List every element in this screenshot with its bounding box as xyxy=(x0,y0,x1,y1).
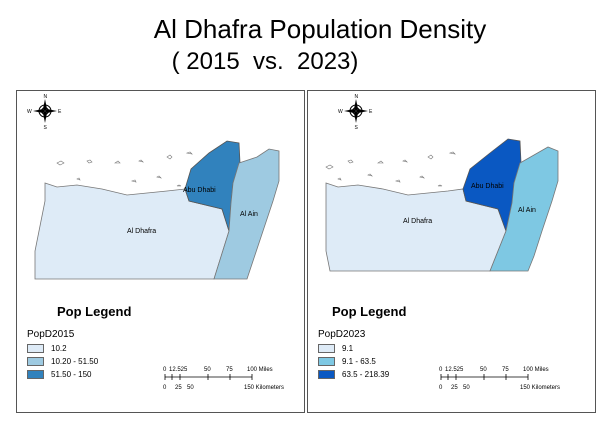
svg-text:0: 0 xyxy=(439,385,443,391)
region-label-al-dhafra: Al Dhafra xyxy=(403,218,432,225)
svg-text:100 Miles: 100 Miles xyxy=(523,367,549,373)
svg-text:75: 75 xyxy=(502,367,509,373)
region-label-abu-dhabi: Abu Dhabi xyxy=(183,187,216,194)
svg-text:W: W xyxy=(338,109,343,115)
legend-label: 51.50 - 150 xyxy=(51,370,92,379)
north-arrow-icon: N S E W xyxy=(338,94,373,131)
legend-swatch xyxy=(318,357,335,366)
svg-text:12.525: 12.525 xyxy=(445,367,464,373)
region-al-ain xyxy=(489,146,559,272)
svg-text:N: N xyxy=(355,94,359,100)
svg-text:75: 75 xyxy=(226,367,233,373)
svg-text:S: S xyxy=(44,125,48,131)
region-label-al-ain: Al Ain xyxy=(240,211,258,218)
svg-text:50: 50 xyxy=(187,385,194,391)
legend-title: Pop Legend xyxy=(332,304,407,319)
svg-text:150 Kilometers: 150 Kilometers xyxy=(244,385,284,391)
legend-swatch xyxy=(318,344,335,353)
legend-swatch xyxy=(318,370,335,379)
scale-bar: 0 12.525 50 75 100 Miles 0 25 50 150 Kil… xyxy=(439,367,560,391)
region-label-al-dhafra: Al Dhafra xyxy=(127,228,156,235)
svg-text:25: 25 xyxy=(451,385,458,391)
svg-text:0: 0 xyxy=(163,385,167,391)
legend-swatch xyxy=(27,357,44,366)
map-subtitle: ( 2015 vs. 2023) xyxy=(171,48,359,75)
map-panel-2015: N S E W Al Dhafra Abu Dhabi Al Ain xyxy=(16,90,305,413)
scale-bar: 0 12.525 50 75 100 Miles 0 25 50 150 Kil… xyxy=(163,367,284,391)
legend-label: 9.1 xyxy=(342,344,354,353)
svg-text:0: 0 xyxy=(439,367,443,373)
legend-title: Pop Legend xyxy=(57,304,132,319)
north-arrow-icon: N S E W xyxy=(27,94,62,131)
legend-field-name: PopD2023 xyxy=(318,329,366,340)
legend-label: 10.20 - 51.50 xyxy=(51,357,99,366)
svg-text:25: 25 xyxy=(175,385,182,391)
legend-label: 9.1 - 63.5 xyxy=(342,357,376,366)
svg-text:S: S xyxy=(355,125,359,131)
map-panel-2023: N S E W Al Dhafra Abu Dhabi Al Ain 0 12.… xyxy=(307,90,596,413)
svg-text:0: 0 xyxy=(163,367,167,373)
svg-text:50: 50 xyxy=(204,367,211,373)
islands xyxy=(56,151,207,187)
map-canvas-2015: N S E W Al Dhafra Abu Dhabi Al Ain xyxy=(27,94,284,391)
svg-text:12.525: 12.525 xyxy=(169,367,188,373)
region-label-al-ain: Al Ain xyxy=(518,207,536,214)
legend-swatch xyxy=(27,344,44,353)
legend-label: 10.2 xyxy=(51,344,67,353)
map-canvas-2023: N S E W Al Dhafra Abu Dhabi Al Ain 0 12.… xyxy=(325,94,560,391)
legend-label: 63.5 - 218.39 xyxy=(342,370,390,379)
svg-text:E: E xyxy=(58,109,62,115)
legend-swatch xyxy=(27,370,44,379)
map-title: Al Dhafra Population Density xyxy=(153,14,487,44)
svg-text:N: N xyxy=(44,94,48,100)
svg-text:150 Kilometers: 150 Kilometers xyxy=(520,385,560,391)
region-al-ain xyxy=(213,148,280,280)
svg-text:E: E xyxy=(369,109,373,115)
svg-text:W: W xyxy=(27,109,32,115)
islands xyxy=(325,151,456,187)
legend-field-name: PopD2015 xyxy=(27,329,75,340)
svg-text:100 Miles: 100 Miles xyxy=(247,367,273,373)
region-label-abu-dhabi: Abu Dhabi xyxy=(471,183,504,190)
svg-text:50: 50 xyxy=(480,367,487,373)
svg-text:50: 50 xyxy=(463,385,470,391)
